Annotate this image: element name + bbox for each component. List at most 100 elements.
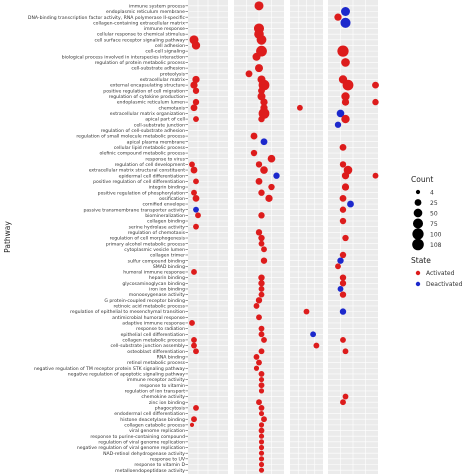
pathway-label: regulation of viral genome replication bbox=[98, 439, 185, 445]
data-point bbox=[258, 461, 265, 468]
data-point bbox=[341, 92, 350, 101]
data-point bbox=[339, 291, 347, 298]
y-axis-title: Pathway bbox=[3, 221, 12, 253]
pathway-label: cell-substrate junction bbox=[134, 122, 185, 128]
pathway-label: endoplasmic reticulum lumen bbox=[117, 100, 185, 106]
pathway-label: metalloendopeptidase activity bbox=[115, 468, 185, 474]
data-point bbox=[192, 87, 200, 94]
legend-count-label: 75 bbox=[430, 221, 438, 228]
legend-count-label: 100 bbox=[430, 231, 442, 238]
pathway-label: NAD-retinol dehydrogenase activity bbox=[103, 451, 185, 457]
pathway-label: positive regulation of cell migration bbox=[103, 88, 185, 94]
legend-count-keys: 4 25 50 75 100 108 bbox=[412, 189, 442, 251]
legend-count-label: 4 bbox=[430, 189, 434, 196]
data-point bbox=[341, 114, 350, 124]
data-point bbox=[191, 189, 197, 196]
pathway-label: cellular lipid metabolic process bbox=[114, 145, 186, 151]
pathway-label: humoral immune response bbox=[123, 270, 185, 276]
data-point bbox=[372, 81, 379, 89]
data-point bbox=[193, 178, 199, 185]
pathway-label: regulation of cell morphogenesis bbox=[110, 236, 186, 242]
data-point bbox=[190, 104, 198, 112]
pathway-label: glycosaminoglycan binding bbox=[122, 281, 185, 287]
data-point bbox=[336, 109, 345, 118]
data-point bbox=[258, 240, 265, 247]
pathway-label: collagen catabolic process bbox=[124, 422, 185, 428]
pathway-label: osteoblast differentiation bbox=[127, 349, 185, 355]
legend-count-key bbox=[413, 208, 423, 218]
pathway-label: chemokine activity bbox=[141, 394, 185, 400]
data-point bbox=[339, 308, 347, 315]
data-point bbox=[253, 303, 260, 309]
data-point bbox=[339, 194, 347, 202]
pathway-label: proteolysis bbox=[160, 71, 186, 77]
legend-count-label: 50 bbox=[430, 210, 438, 217]
data-point bbox=[258, 189, 265, 196]
pathway-label: cell adhesion bbox=[155, 43, 185, 49]
pathway-label: integrin binding bbox=[149, 185, 185, 191]
data-point bbox=[340, 399, 346, 406]
legend-state-title: State bbox=[411, 256, 431, 265]
data-point bbox=[339, 217, 347, 225]
data-point bbox=[313, 342, 320, 349]
pathway-label: collagen metabolic process bbox=[122, 338, 185, 344]
legend-count-key bbox=[412, 218, 424, 229]
pathway-label: negative regulation of TM receptor prote… bbox=[34, 366, 185, 372]
data-point bbox=[261, 416, 267, 423]
data-point bbox=[273, 172, 280, 179]
pathway-label: epithelial cell differentiation bbox=[121, 332, 186, 338]
data-point bbox=[255, 64, 263, 73]
pathway-label: G protein-coupled receptor binding bbox=[104, 298, 185, 304]
data-point bbox=[258, 382, 265, 389]
pathway-label: regulation of chemotaxis bbox=[128, 230, 186, 236]
data-point bbox=[340, 17, 351, 28]
pathway-label: retinol metabolic process bbox=[127, 360, 186, 366]
data-point bbox=[193, 206, 199, 213]
pathway-label: collagen binding bbox=[147, 219, 185, 225]
data-point bbox=[339, 280, 347, 287]
data-point bbox=[337, 257, 344, 264]
data-points bbox=[189, 1, 379, 473]
data-point bbox=[258, 467, 265, 473]
pathway-label: cellular response to chemical stimulus bbox=[97, 32, 186, 38]
data-point bbox=[258, 280, 265, 287]
data-point bbox=[258, 422, 265, 428]
data-point bbox=[260, 166, 268, 174]
legend-count-key bbox=[412, 238, 424, 251]
data-point bbox=[342, 348, 349, 355]
pathway-label: cell-cell signaling bbox=[145, 49, 185, 55]
pathway-label: response to vitamin D bbox=[134, 462, 185, 468]
data-point bbox=[255, 161, 263, 168]
data-point bbox=[258, 274, 265, 281]
pathway-label: positive regulation of cell differentiat… bbox=[93, 179, 185, 185]
data-point bbox=[253, 365, 260, 371]
pathway-label: passive transmembrane transporter activi… bbox=[83, 207, 185, 213]
data-point bbox=[256, 34, 267, 45]
data-point bbox=[339, 251, 347, 259]
data-point bbox=[255, 297, 263, 304]
data-point bbox=[189, 320, 195, 326]
data-point bbox=[337, 45, 349, 57]
data-point bbox=[252, 52, 261, 61]
data-point bbox=[190, 81, 198, 89]
data-point bbox=[256, 399, 262, 406]
data-point bbox=[261, 246, 267, 253]
data-point bbox=[258, 234, 265, 242]
pathway-label: apical part of cell bbox=[145, 117, 185, 123]
data-point bbox=[339, 143, 347, 151]
pathway-label: serine hydrolase activity bbox=[129, 224, 186, 230]
legend-state-key bbox=[415, 281, 421, 287]
data-point bbox=[341, 58, 350, 67]
data-point bbox=[268, 183, 275, 191]
pathway-label: immune receptor activity bbox=[127, 377, 185, 383]
data-point bbox=[191, 41, 201, 50]
data-point bbox=[193, 223, 199, 230]
pathway-label: RNA binding bbox=[157, 355, 185, 361]
pathway-label: regulation of ion transport bbox=[125, 388, 186, 394]
pathway-label: primary alcohol metabolic process bbox=[106, 241, 186, 247]
pathway-label: immune system process bbox=[129, 3, 186, 9]
pathway-label: positive regulation of phosphorylation bbox=[98, 190, 185, 196]
legend-state-keys: Activated Deactivated bbox=[415, 270, 463, 288]
pathway-label: cell-substrate junction assembly bbox=[111, 343, 186, 349]
